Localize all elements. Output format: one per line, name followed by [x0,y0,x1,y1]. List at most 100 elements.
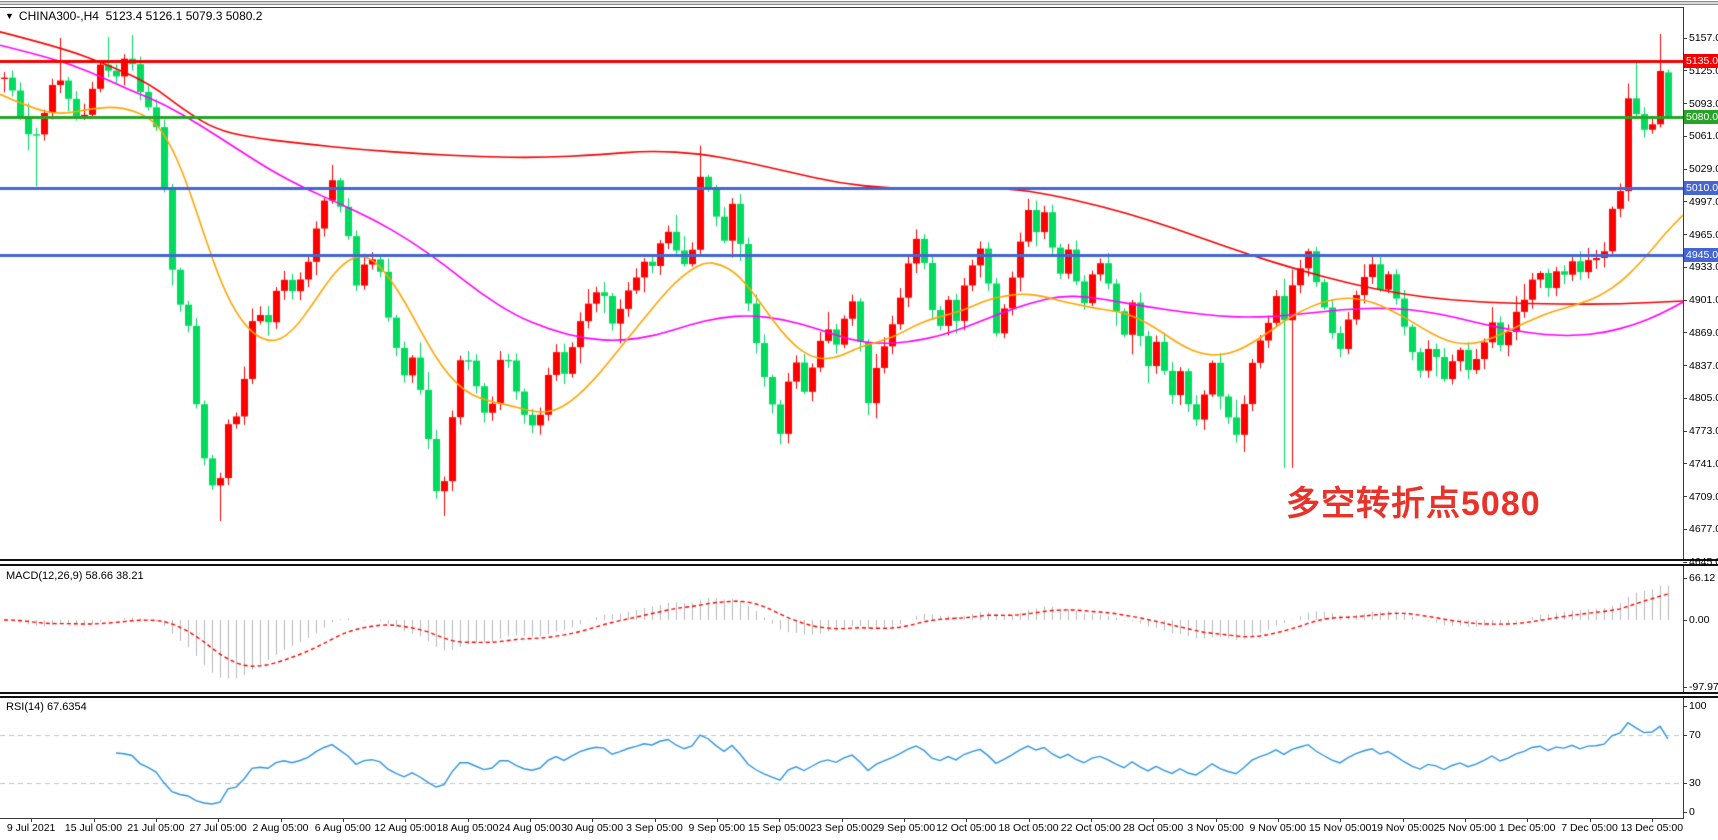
price-tick-label: 5157.0 [1689,32,1718,44]
price-tick-label: 4741.0 [1689,457,1718,470]
time-tick-mark [716,819,718,822]
time-tick-label: 22 Oct 05:00 [1060,822,1121,834]
price-tick-label: 5029.0 [1689,163,1718,175]
macd-tick-mark [1683,577,1687,579]
time-tick-mark [93,819,95,822]
time-tick-label: 30 Aug 05:00 [561,822,624,834]
time-tick-mark [1589,819,1591,822]
time-tick-label: 15 Nov 05:00 [1308,822,1372,834]
time-tick-label: 15 Sep 05:00 [747,822,811,834]
price-tick-mark [1683,70,1687,72]
time-tick-label: 12 Oct 05:00 [936,822,997,834]
time-tick-mark [1153,819,1155,822]
price-tick-label: 4869.0 [1689,326,1718,339]
price-tick-mark [1683,234,1687,235]
price-tick-label: 4677.0 [1689,523,1718,536]
pane-splitter-macd[interactable] [0,559,1718,566]
rsi-tick-mark [1683,811,1687,813]
price-tick-label: 4965.0 [1689,228,1718,241]
price-tick-label: 4709.0 [1689,490,1718,503]
time-tick-mark [1527,819,1529,822]
main-chart-canvas[interactable] [0,7,1683,559]
price-tick-label: 4773.0 [1689,425,1718,437]
time-tick-mark [31,819,33,822]
time-tick-mark [1215,819,1217,822]
time-tick-label: 18 Oct 05:00 [998,822,1059,834]
time-tick-label: 7 Dec 05:00 [1561,822,1618,834]
time-tick-mark [342,819,344,822]
time-tick-mark [903,819,905,822]
macd-tick-label: 66.12 [1689,572,1716,584]
time-tick-mark [966,819,968,822]
time-tick-label: 13 Dec 05:00 [1620,822,1684,834]
macd-tick-mark [1683,686,1687,688]
time-tick-mark [1651,819,1653,822]
time-axis-border [0,818,1684,819]
macd-pane-canvas[interactable] [0,566,1683,692]
time-tick-mark [1090,819,1092,822]
time-tick-mark [218,819,220,822]
price-tick-mark [1683,299,1687,301]
pane-splitter-rsi[interactable] [0,692,1718,698]
price-scale-border [1683,7,1684,819]
time-tick-mark [1340,819,1342,822]
price-tick-mark [1683,266,1687,268]
price-tick-label: 5125.0 [1689,64,1718,77]
chart-title: ▼ CHINA300-,H4 5123.4 5126.1 5079.3 5080.… [5,9,262,23]
price-tick-label: 4645.0 [1689,556,1718,568]
price-tick-label: 5061.0 [1689,130,1718,143]
time-tick-mark [654,819,656,822]
time-tick-mark [592,819,594,822]
chart-title-text: CHINA300-,H4 5123.4 5126.1 5079.3 5080.2 [18,9,263,23]
price-tick-label: 4901.0 [1689,294,1718,306]
time-tick-mark [1028,819,1030,822]
price-tick-mark [1683,496,1687,497]
time-tick-label: 12 Aug 05:00 [374,822,437,834]
annotation-text: 多空转折点5080 [1286,485,1541,523]
macd-tick-label: -97.97 [1689,681,1718,693]
price-tick-mark [1683,463,1687,465]
rsi-pane-canvas[interactable] [0,698,1683,818]
price-tick-mark [1683,430,1687,432]
price-tick-label: 5093.0 [1689,97,1718,110]
collapse-arrow-icon[interactable]: ▼ [5,11,14,21]
time-tick-mark [1402,819,1404,822]
rsi-tick-mark [1683,734,1687,736]
time-tick-label: 1 Dec 05:00 [1498,822,1556,834]
rsi-tick-label: 70 [1689,729,1701,741]
time-tick-mark [779,819,781,822]
time-tick-label: 29 Sep 05:00 [872,822,936,834]
price-tick-mark [1683,397,1687,399]
price-tick-label: 4805.0 [1689,392,1718,405]
time-tick-mark [841,819,843,822]
level-price-badge: 5135.0 [1684,53,1718,68]
time-tick-mark [1464,819,1466,822]
rsi-tick-mark [1683,782,1687,784]
price-tick-label: 4997.0 [1689,195,1718,208]
rsi-tick-mark [1683,705,1687,707]
time-tick-label: 9 Nov 05:00 [1249,822,1307,834]
price-tick-mark [1683,528,1687,530]
time-tick-label: 6 Aug 05:00 [314,822,371,834]
price-tick-mark [1683,561,1687,563]
macd-indicator-label: MACD(12,26,9) 58.66 38.21 [6,570,144,582]
time-tick-label: 15 Jul 05:00 [64,822,123,834]
time-tick-label: 25 Nov 05:00 [1433,822,1497,834]
time-tick-label: 18 Aug 05:00 [436,822,499,834]
price-tick-label: 4837.0 [1689,359,1718,372]
time-tick-label: 19 Nov 05:00 [1371,822,1434,834]
price-tick-mark [1683,135,1687,137]
price-tick-label: 4933.0 [1689,261,1718,274]
time-tick-label: 3 Sep 05:00 [626,822,683,834]
rsi-tick-label: 0 [1689,806,1695,818]
time-tick-label: 24 Aug 05:00 [498,822,561,834]
level-price-badge: 5080.0 [1684,109,1718,124]
price-tick-mark [1683,365,1687,366]
macd-tick-label: 0.00 [1689,614,1710,626]
time-tick-mark [280,819,282,822]
time-tick-label: 9 Sep 05:00 [688,822,746,834]
price-tick-mark [1683,103,1687,104]
time-tick-label: 9 Jul 2021 [6,822,56,834]
price-tick-mark [1683,168,1687,170]
